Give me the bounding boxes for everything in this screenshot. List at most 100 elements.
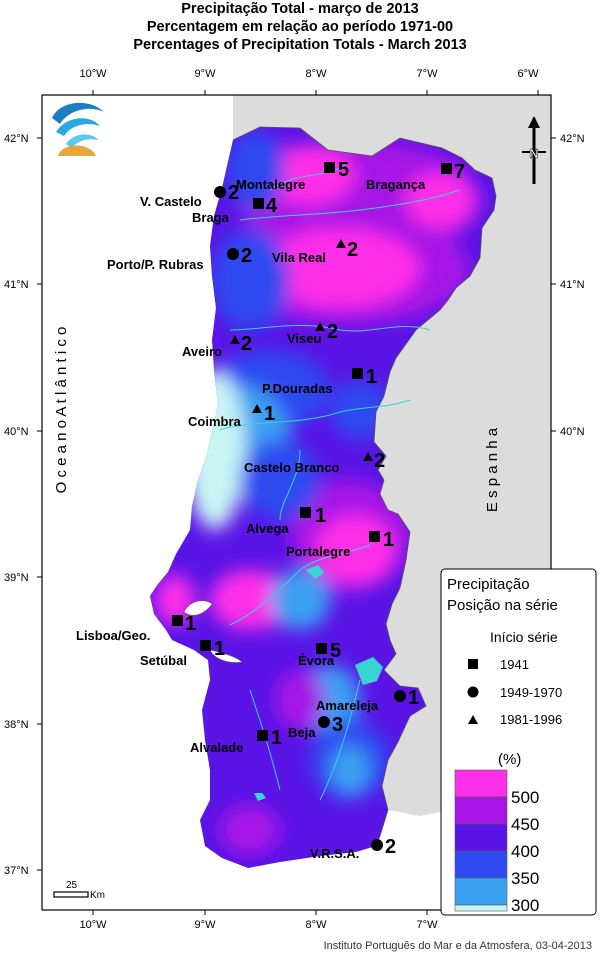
station-name: Vila Real bbox=[272, 250, 326, 265]
station-rank: 2 bbox=[228, 182, 239, 204]
rivers bbox=[219, 164, 461, 801]
station-name: Viseu bbox=[287, 331, 322, 346]
svg-text:Km: Km bbox=[90, 890, 105, 901]
legend-swatch-300 bbox=[454, 877, 508, 906]
station-marker-triangle bbox=[230, 335, 240, 344]
station-name: Alvalade bbox=[190, 740, 243, 755]
station-name: V. Castelo bbox=[140, 194, 202, 209]
legend-series-label: 1941 bbox=[500, 657, 529, 672]
station-rank: 2 bbox=[385, 836, 396, 858]
station-marker-triangle bbox=[252, 404, 262, 413]
station-rank: 1 bbox=[185, 613, 196, 635]
lat-label-right: 40°N bbox=[560, 426, 585, 438]
station-marker-square bbox=[316, 643, 327, 654]
legend-title-2: Posição na série bbox=[447, 597, 558, 614]
title-line-2: Percentagem em relação ao período 1971-0… bbox=[146, 19, 454, 35]
north-arrow-icon: N bbox=[522, 116, 546, 184]
station-rank: 2 bbox=[241, 245, 252, 267]
legend-series-label: 1949-1970 bbox=[500, 685, 562, 700]
lat-label-left: 37°N bbox=[4, 865, 29, 877]
station-marker-triangle bbox=[363, 452, 373, 461]
legend-swatch-500 bbox=[454, 769, 508, 798]
sea-area bbox=[42, 95, 551, 910]
legend-class-label: 450 bbox=[511, 815, 539, 834]
lon-label-top: 8°W bbox=[306, 68, 328, 80]
station-name: Setúbal bbox=[140, 653, 187, 668]
legend-swatch-low bbox=[454, 904, 508, 912]
station-marker-square bbox=[200, 640, 211, 651]
portugal-border bbox=[232, 126, 497, 847]
station-name: Évora bbox=[298, 653, 335, 668]
lon-label-top: 6°W bbox=[518, 68, 540, 80]
station-marker-square bbox=[300, 507, 311, 518]
station-name: Amareleja bbox=[316, 698, 379, 713]
station-marker-circle bbox=[227, 248, 239, 260]
legend-marker-triangle bbox=[468, 715, 478, 724]
legend-unit: (%) bbox=[498, 751, 521, 768]
stations: 5 Montalegre 7 Bragança 2 V. Castelo 4 B… bbox=[76, 159, 465, 861]
station-rank: 1 bbox=[214, 638, 225, 660]
station-rank: 2 bbox=[241, 333, 252, 355]
legend-title-1: Precipitação bbox=[447, 576, 530, 593]
legend-class-label: 350 bbox=[511, 869, 539, 888]
reservoirs bbox=[254, 565, 383, 801]
station-name: Bragança bbox=[366, 177, 426, 192]
legend-series-heading: Início série bbox=[490, 629, 558, 645]
legend-swatch-400 bbox=[454, 823, 508, 852]
ipma-logo bbox=[52, 102, 104, 156]
station-marker-square bbox=[253, 198, 264, 209]
lat-label-left: 39°N bbox=[4, 572, 29, 584]
station-name: Coimbra bbox=[188, 414, 242, 429]
station-name: Lisboa/Geo. bbox=[76, 628, 150, 643]
station-marker-circle bbox=[394, 690, 406, 702]
station-name: Aveiro bbox=[182, 344, 222, 359]
scale-bar: 25 Km bbox=[53, 880, 105, 901]
title-line-1: Precipitação Total - março de 2013 bbox=[181, 1, 419, 17]
map-frame bbox=[41, 94, 552, 911]
station-name: Braga bbox=[192, 210, 230, 225]
station-rank: 5 bbox=[330, 640, 341, 662]
station-rank: 5 bbox=[338, 159, 349, 181]
station-name: P.Douradas bbox=[262, 381, 333, 396]
svg-text:N: N bbox=[529, 146, 538, 161]
station-marker-triangle bbox=[336, 239, 346, 248]
lon-label-bottom: 7°W bbox=[417, 919, 439, 931]
legend: Precipitação Posição na série Início sér… bbox=[440, 568, 597, 916]
lat-label-right: 42°N bbox=[560, 133, 585, 145]
station-rank: 1 bbox=[383, 529, 394, 551]
legend-marker-square bbox=[468, 659, 478, 669]
lat-ticks bbox=[37, 137, 556, 871]
station-rank: 1 bbox=[271, 727, 282, 749]
station-marker-square bbox=[172, 615, 183, 626]
lon-label-bottom: 8°W bbox=[306, 919, 328, 931]
station-name: Portalegre bbox=[286, 544, 350, 559]
station-marker-square bbox=[441, 163, 452, 174]
station-rank: 1 bbox=[366, 366, 377, 388]
lon-label-bottom: 10°W bbox=[79, 919, 107, 931]
lat-label-left: 42°N bbox=[4, 133, 29, 145]
legend-marker-circle bbox=[467, 686, 479, 698]
station-name: Alvega bbox=[246, 521, 289, 536]
lon-ticks bbox=[92, 90, 539, 915]
lon-label-top: 7°W bbox=[417, 68, 439, 80]
station-marker-circle bbox=[318, 716, 330, 728]
station-marker-square bbox=[369, 531, 380, 542]
station-rank: 1 bbox=[315, 505, 326, 527]
station-rank: 2 bbox=[327, 321, 338, 343]
station-marker-square bbox=[324, 162, 335, 173]
lon-label-top: 10°W bbox=[79, 68, 107, 80]
sado-estuary bbox=[209, 649, 243, 663]
station-name: Castelo Branco bbox=[244, 460, 339, 475]
station-rank: 3 bbox=[332, 714, 343, 736]
legend-series-label: 1981-1996 bbox=[500, 712, 562, 727]
legend-swatch-350 bbox=[454, 850, 508, 879]
tagus-estuary bbox=[183, 600, 213, 616]
spain-label: E s p a n h a bbox=[484, 427, 501, 512]
lat-label-left: 40°N bbox=[4, 426, 29, 438]
ocean-label: O c e a n o A t l â n t i c o bbox=[53, 327, 70, 494]
station-rank: 1 bbox=[408, 687, 419, 709]
station-marker-circle bbox=[371, 839, 383, 851]
legend-swatch-450 bbox=[454, 796, 508, 825]
lon-label-top: 9°W bbox=[195, 68, 217, 80]
